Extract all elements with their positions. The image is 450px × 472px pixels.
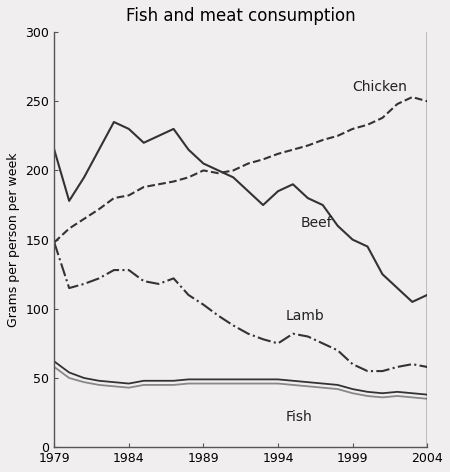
Title: Fish and meat consumption: Fish and meat consumption: [126, 7, 356, 25]
Text: Fish: Fish: [285, 410, 312, 424]
Y-axis label: Grams per person per week: Grams per person per week: [7, 152, 20, 327]
Text: Chicken: Chicken: [353, 80, 407, 94]
Text: Beef: Beef: [301, 216, 332, 230]
Text: Lamb: Lamb: [285, 309, 324, 323]
